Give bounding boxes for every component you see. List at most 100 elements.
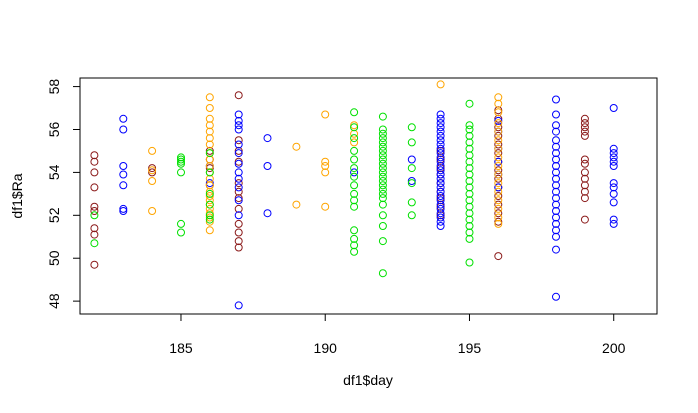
- data-point-green: [465, 99, 474, 108]
- x-axis: 185 190 195 200: [169, 313, 626, 356]
- data-point-green: [350, 196, 359, 205]
- data-point-orange: [205, 121, 214, 130]
- data-point-orange: [494, 108, 503, 117]
- data-point-blue: [436, 131, 445, 140]
- data-point-blue: [234, 149, 243, 158]
- data-point-blue: [436, 196, 445, 205]
- x-axis-label: df1$day: [343, 372, 393, 388]
- data-point-blue: [234, 125, 243, 134]
- data-point-darkred: [234, 146, 243, 155]
- data-point-green: [465, 125, 474, 134]
- data-point-darkred: [580, 181, 589, 190]
- data-point-green: [350, 108, 359, 117]
- data-point-green: [407, 123, 416, 132]
- data-point-orange: [350, 121, 359, 130]
- data-point-darkred: [580, 114, 589, 123]
- data-point-blue: [436, 144, 445, 153]
- data-point-darkred: [580, 123, 589, 132]
- data-point-darkred: [234, 204, 243, 213]
- data-point-orange: [205, 213, 214, 222]
- data-point-blue: [609, 162, 618, 170]
- data-point-blue: [609, 219, 618, 228]
- data-point-blue: [436, 217, 445, 226]
- data-point-blue: [436, 187, 445, 196]
- data-point-blue: [436, 213, 445, 222]
- data-point-blue: [436, 127, 445, 136]
- data-point-green: [350, 247, 359, 256]
- data-point-blue: [552, 162, 560, 170]
- data-point-orange: [494, 127, 503, 136]
- data-point-green: [378, 112, 387, 121]
- data-point-darkred: [494, 174, 503, 183]
- data-point-orange: [148, 166, 157, 175]
- data-point-darkred: [494, 149, 503, 158]
- data-point-green: [350, 181, 359, 190]
- data-point-green: [378, 151, 387, 160]
- data-point-green: [465, 164, 474, 173]
- data-point-orange: [494, 119, 503, 128]
- data-point-blue: [552, 213, 560, 222]
- data-point-blue: [436, 192, 445, 200]
- data-point-green: [378, 189, 387, 198]
- x-tick-label: 190: [314, 340, 338, 356]
- data-point-green: [378, 168, 387, 177]
- data-point-blue: [263, 162, 272, 170]
- data-point-green: [378, 172, 387, 181]
- data-point-darkred: [234, 157, 243, 166]
- data-point-darkred: [90, 183, 99, 192]
- data-point-blue: [436, 179, 445, 188]
- data-point-blue: [494, 183, 503, 192]
- data-point-orange: [494, 144, 503, 153]
- data-point-blue: [609, 215, 618, 224]
- data-point-orange: [205, 162, 214, 170]
- data-point-blue: [436, 162, 445, 170]
- data-point-green: [378, 164, 387, 173]
- data-point-darkred: [580, 159, 589, 168]
- data-point-darkred: [90, 260, 99, 269]
- data-point-green: [465, 189, 474, 198]
- data-point-blue: [119, 204, 128, 213]
- data-point-blue: [552, 127, 560, 136]
- data-point-green: [465, 144, 474, 153]
- data-point-green: [378, 237, 387, 246]
- data-point-darkred: [90, 202, 99, 211]
- data-point-orange: [205, 187, 214, 196]
- data-point-blue: [234, 159, 243, 168]
- data-point-orange: [494, 213, 503, 222]
- data-point-blue: [552, 292, 560, 301]
- data-point-orange: [494, 93, 503, 102]
- data-point-darkred: [494, 252, 503, 261]
- data-point-green: [205, 215, 214, 224]
- data-point-blue: [436, 166, 445, 175]
- data-point-green: [350, 202, 359, 211]
- data-point-green: [465, 177, 474, 185]
- data-point-darkred: [90, 230, 99, 239]
- data-point-green: [378, 159, 387, 168]
- data-point-blue: [552, 149, 560, 158]
- data-point-orange: [494, 204, 503, 213]
- data-point-green: [177, 228, 185, 237]
- data-point-darkred: [580, 119, 589, 128]
- data-point-darkred: [205, 146, 214, 155]
- data-point-green: [465, 121, 474, 130]
- data-point-darkred: [494, 200, 503, 209]
- data-point-green: [350, 146, 359, 155]
- data-point-blue: [436, 183, 445, 192]
- data-point-blue: [552, 110, 560, 119]
- data-point-orange: [148, 146, 157, 155]
- data-point-orange: [494, 99, 503, 108]
- data-point-darkred: [436, 164, 445, 173]
- y-axis-label: df1$Ra: [9, 173, 25, 218]
- data-point-darkred: [234, 194, 243, 203]
- data-point-blue: [609, 149, 618, 158]
- data-point-orange: [205, 217, 214, 226]
- data-point-darkred: [234, 228, 243, 237]
- data-point-darkred: [90, 224, 99, 233]
- data-point-green: [205, 200, 214, 209]
- data-point-orange: [205, 181, 214, 190]
- data-point-darkred: [494, 192, 503, 200]
- data-point-blue: [407, 177, 416, 185]
- data-point-blue: [234, 110, 243, 119]
- data-point-blue: [234, 196, 243, 205]
